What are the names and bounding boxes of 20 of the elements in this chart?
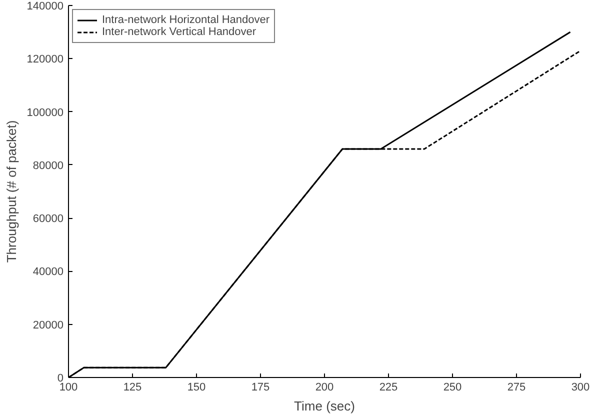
y-tick-label: 60000 xyxy=(32,213,64,226)
y-tick-label: 100000 xyxy=(26,106,64,119)
y-tick-label: 80000 xyxy=(32,160,64,172)
y-axis-title: Throughput (# of packet) xyxy=(4,120,19,263)
legend-label: Intra-network Horizontal Handover xyxy=(102,14,270,26)
x-tick-label: 150 xyxy=(187,382,206,394)
y-tick-label: 20000 xyxy=(32,319,64,332)
x-tick-label: 200 xyxy=(315,382,334,394)
y-tick-label: 40000 xyxy=(32,266,64,278)
x-tick-label: 225 xyxy=(379,382,398,394)
x-tick-label: 100 xyxy=(59,382,78,394)
y-tick-label: 120000 xyxy=(26,54,64,66)
x-tick-label: 275 xyxy=(507,382,526,394)
x-tick-label: 175 xyxy=(251,382,270,394)
x-tick-label: 300 xyxy=(571,382,590,394)
x-tick-label: 125 xyxy=(123,382,142,394)
x-tick-label: 250 xyxy=(443,382,462,394)
x-axis-title: Time (sec) xyxy=(294,398,355,414)
y-tick-label: 140000 xyxy=(26,0,64,12)
legend-label: Inter-network Vertical Handover xyxy=(102,26,256,38)
